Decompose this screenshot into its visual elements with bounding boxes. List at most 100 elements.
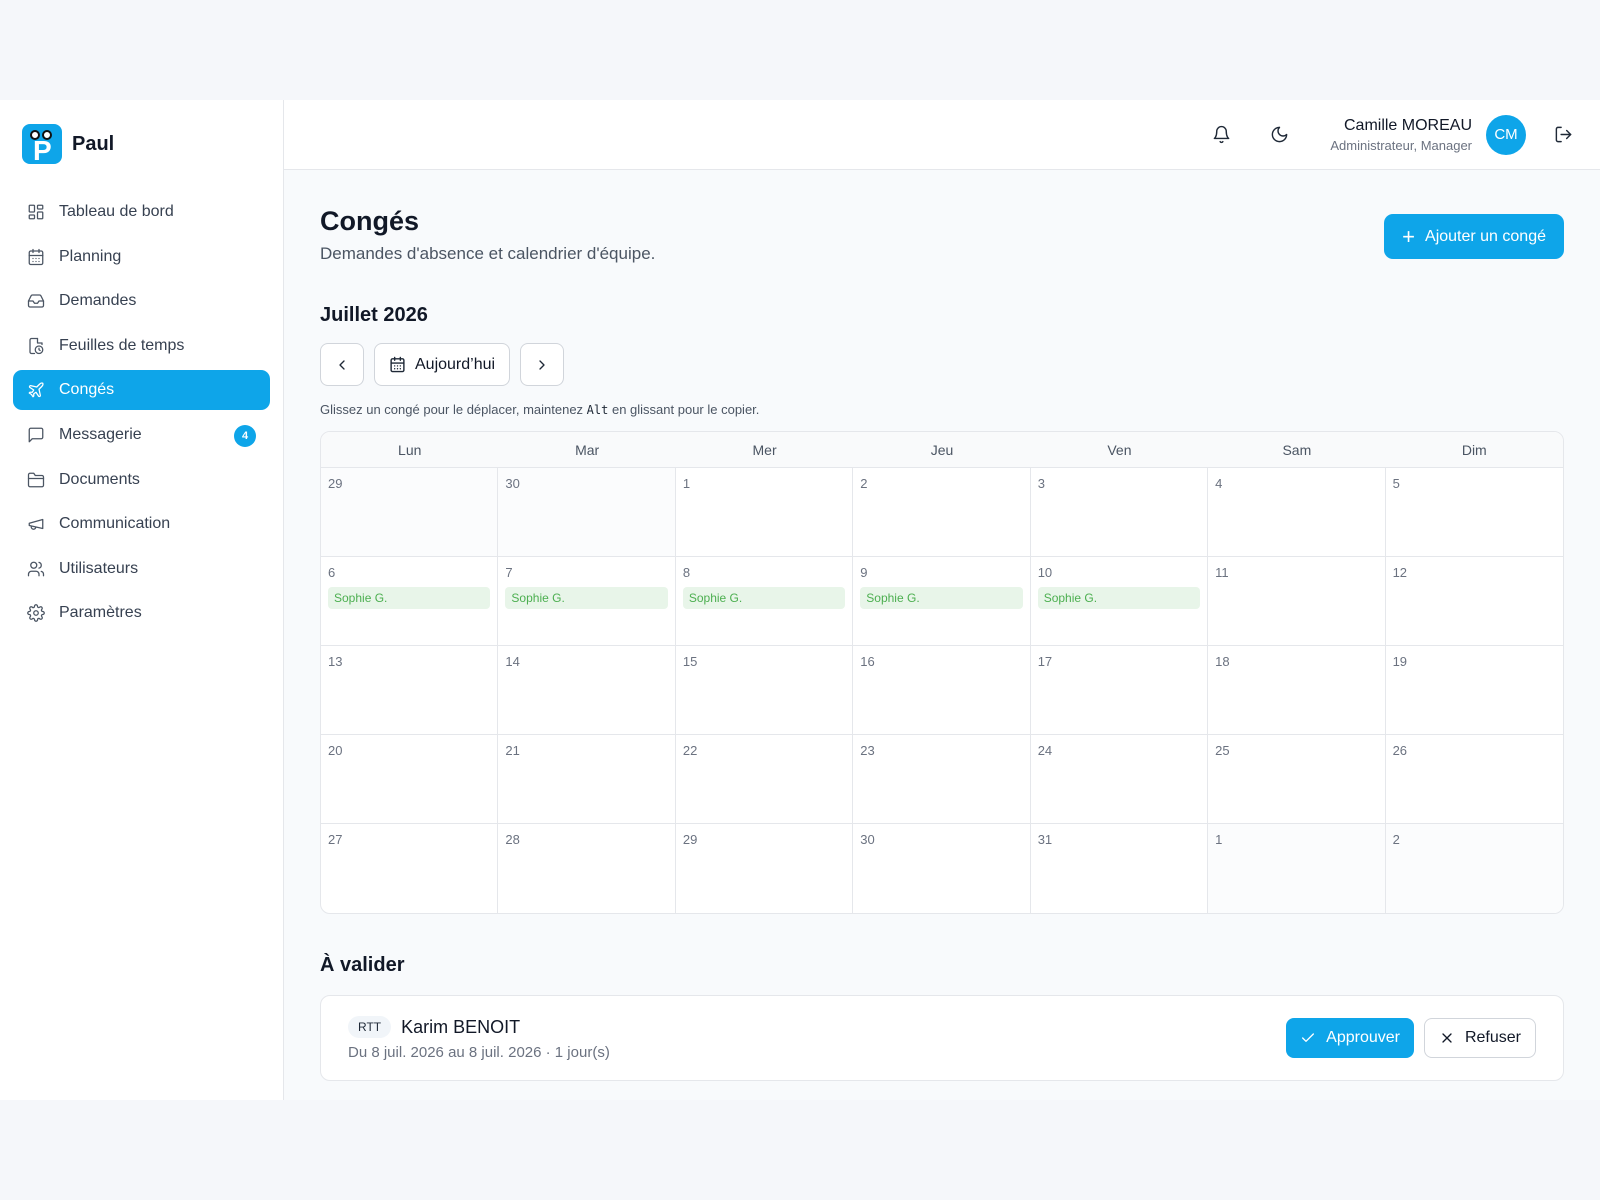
day-number: 14	[505, 654, 520, 669]
calendar-day-cell[interactable]: 13	[321, 646, 499, 735]
calendar-day-cell[interactable]: 14	[498, 646, 676, 735]
approve-button[interactable]: Approuver	[1286, 1018, 1414, 1058]
calendar-day-cell[interactable]: 16	[853, 646, 1031, 735]
avatar[interactable]: CM	[1486, 114, 1526, 155]
calendar-day-cell[interactable]: 10 Sophie G.	[1030, 557, 1209, 646]
logout-icon[interactable]	[1552, 124, 1574, 146]
calendar-day-cell[interactable]: 6 Sophie G.	[321, 557, 499, 646]
day-number: 30	[505, 476, 520, 491]
timesheet-icon	[27, 337, 45, 355]
calendar-day-cell[interactable]: 20	[321, 735, 499, 824]
calendar-day-cell[interactable]: 25	[1208, 735, 1386, 824]
next-month-button[interactable]	[520, 343, 565, 386]
leave-event[interactable]: Sophie G.	[505, 587, 668, 609]
refuse-button[interactable]: Refuser	[1423, 1018, 1536, 1058]
prev-month-button[interactable]	[320, 343, 364, 386]
day-number: 7	[505, 565, 513, 580]
sidebar-item-message[interactable]: Messagerie 4	[13, 415, 270, 455]
sidebar-item-label: Utilisateurs	[59, 559, 139, 577]
calendar-day-cell[interactable]: 12	[1385, 557, 1563, 646]
hint-after: en glissant pour le copier.	[608, 402, 760, 417]
sidebar-item-folder[interactable]: Documents	[13, 460, 270, 500]
today-button[interactable]: Aujourd’hui	[374, 343, 511, 386]
calendar-day-cell[interactable]: 23	[853, 735, 1031, 824]
calendar-icon	[390, 356, 405, 373]
calendar-day-cell[interactable]: 3	[1030, 468, 1209, 557]
sidebar-item-users[interactable]: Utilisateurs	[13, 549, 270, 589]
calendar-day-cell[interactable]: 30	[853, 824, 1031, 913]
calendar-day-cell[interactable]: 15	[675, 646, 854, 735]
calendar-day-cell[interactable]: 29	[676, 824, 854, 913]
calendar-day-cell[interactable]: 1	[675, 468, 854, 557]
leave-event[interactable]: Sophie G.	[682, 587, 846, 609]
brand[interactable]: P Paul	[13, 122, 270, 166]
calendar-day-cell[interactable]: 26	[1385, 735, 1563, 824]
day-number: 5	[1392, 476, 1400, 491]
hint-before: Glissez un congé pour le déplacer, maint…	[320, 402, 587, 417]
day-number: 19	[1392, 654, 1408, 669]
calendar-day-cell[interactable]: 28	[498, 824, 676, 913]
calendar-day-cell[interactable]: 1	[1208, 824, 1386, 913]
sidebar-item-plane[interactable]: Congés	[13, 370, 270, 411]
sidebar-item-label: Paramètres	[59, 604, 142, 622]
sidebar-item-megaphone[interactable]: Communication	[13, 504, 270, 544]
bell-icon[interactable]	[1210, 124, 1232, 146]
main-area: Camille MOREAU Administrateur, Manager C…	[284, 100, 1600, 1100]
chevron-right-icon	[539, 359, 545, 370]
megaphone-icon	[27, 515, 45, 533]
leave-event[interactable]: Sophie G.	[328, 587, 491, 609]
calendar-day-cell[interactable]: 17	[1030, 646, 1209, 735]
calendar-day-cell[interactable]: 19	[1385, 646, 1563, 735]
logo-icon: P	[22, 124, 62, 165]
leave-event[interactable]: Sophie G.	[1037, 587, 1201, 609]
day-number: 1	[682, 476, 691, 491]
day-number: 4	[1215, 476, 1223, 491]
calendar-day-cell[interactable]: 18	[1208, 646, 1386, 735]
sidebar-item-inbox[interactable]: Demandes	[13, 281, 270, 321]
day-number: 1	[1215, 832, 1223, 847]
sidebar-item-gear[interactable]: Paramètres	[13, 593, 270, 633]
day-number: 23	[860, 743, 875, 758]
moon-icon[interactable]	[1268, 124, 1290, 146]
day-number: 20	[328, 743, 343, 758]
dashboard-icon	[27, 203, 45, 221]
day-number: 31	[1037, 832, 1053, 847]
calendar-day-cell[interactable]: 8 Sophie G.	[675, 557, 854, 646]
page-title: Congés	[320, 206, 420, 236]
calendar-day-cell[interactable]: 5	[1385, 468, 1563, 557]
calendar-day-cell[interactable]: 22	[675, 735, 854, 824]
day-number: 16	[860, 654, 875, 669]
calendar-day-cell[interactable]: 21	[498, 735, 676, 824]
calendar-nav: Aujourd’hui	[320, 343, 1564, 386]
calendar-day-cell[interactable]: 2	[1385, 824, 1563, 913]
calendar-day-cell[interactable]: 9 Sophie G.	[853, 557, 1031, 646]
sidebar-item-calendar[interactable]: Planning	[13, 237, 270, 277]
request-actions: Approuver Refuser	[1286, 1018, 1536, 1058]
calendar-day-cell[interactable]: 31	[1031, 824, 1209, 913]
calendar-day-cell[interactable]: 29	[321, 468, 499, 557]
day-number: 8	[682, 565, 691, 580]
day-number: 13	[328, 654, 343, 669]
day-number: 22	[682, 743, 698, 758]
sidebar-item-label: Tableau de bord	[59, 203, 174, 220]
calendar-day-cell[interactable]: 24	[1030, 735, 1209, 824]
weekday-label: Sam	[1282, 441, 1312, 458]
sidebar-nav: Tableau de bord Planning Demandes Feuilles …	[13, 192, 270, 633]
add-leave-button[interactable]: + Ajouter un congé	[1384, 214, 1564, 259]
unread-badge: 4	[234, 424, 256, 447]
calendar-day-cell[interactable]: 4	[1208, 468, 1386, 557]
calendar-day-cell[interactable]: 7 Sophie G.	[498, 557, 676, 646]
calendar-day-cell[interactable]: 2	[853, 468, 1031, 557]
close-icon	[1442, 1033, 1452, 1043]
leave-event[interactable]: Sophie G.	[860, 587, 1023, 609]
calendar-day-cell[interactable]: 11	[1208, 557, 1386, 646]
today-label: Aujourd’hui	[415, 355, 496, 373]
calendar-day-cell[interactable]: 27	[321, 824, 499, 913]
calendar-day-cell[interactable]: 30	[498, 468, 676, 557]
user-name: Camille MOREAU	[1343, 116, 1472, 134]
sidebar-item-timesheet[interactable]: Feuilles de temps	[13, 326, 270, 366]
sidebar-item-dashboard[interactable]: Tableau de bord	[13, 192, 270, 232]
add-leave-label: Ajouter un congé	[1425, 227, 1546, 245]
sidebar-item-label: Communication	[59, 515, 171, 533]
leave-dates: Du 8 juil. 2026 au 8 juil. 2026 · 1 jour…	[348, 1044, 610, 1061]
